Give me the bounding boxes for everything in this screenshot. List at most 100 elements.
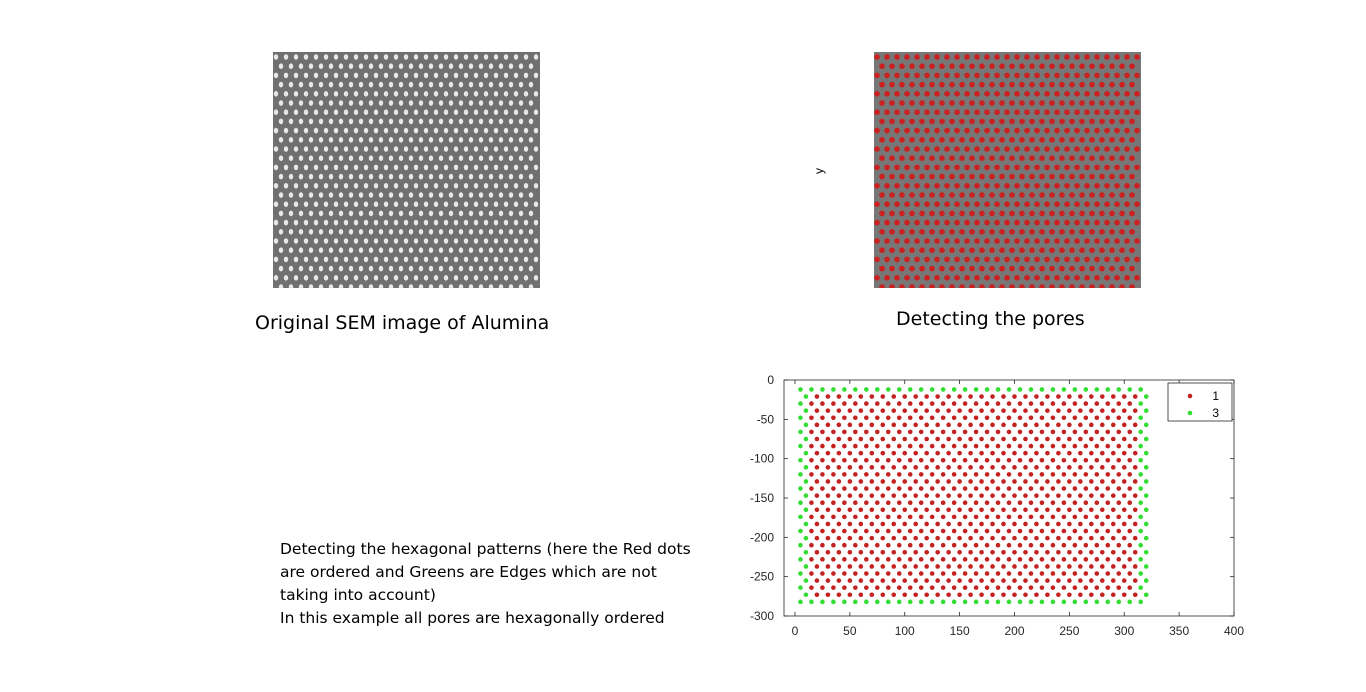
detected-pore — [979, 81, 985, 88]
sem-pore — [403, 275, 409, 281]
detected-pore — [904, 201, 910, 207]
sem-pore — [363, 275, 369, 281]
sem-pore — [278, 173, 284, 180]
sem-pore — [388, 63, 394, 69]
sem-pore — [433, 91, 439, 97]
sem-pore — [313, 201, 319, 207]
detected-pore — [1074, 275, 1080, 281]
sem-pore — [363, 256, 369, 263]
detected-pore — [949, 63, 955, 69]
ordered-pore-point — [864, 514, 869, 520]
edge-pore-point — [951, 387, 957, 392]
ordered-pore-point — [951, 457, 957, 463]
detected-pore — [1099, 192, 1105, 198]
sem-pore — [273, 256, 279, 263]
ordered-pore-point — [825, 408, 831, 413]
ordered-pore-point — [1001, 422, 1006, 428]
legend-box — [1167, 382, 1233, 422]
sem-pore — [428, 155, 434, 161]
sem-pore — [333, 146, 339, 152]
ordered-pore-point — [1110, 564, 1116, 569]
sem-pore — [473, 275, 479, 281]
ordered-pore-point — [1006, 486, 1012, 491]
detected-pore — [949, 284, 955, 288]
sem-pore — [483, 201, 489, 207]
sem-pore — [393, 109, 399, 115]
sem-pore — [323, 256, 329, 263]
detected-pore — [1029, 192, 1035, 198]
detected-pore — [964, 238, 970, 244]
sem-pore — [418, 229, 424, 235]
detected-pore — [1099, 63, 1105, 69]
ordered-pore-point — [1132, 592, 1138, 598]
detected-pore — [884, 72, 890, 79]
ordered-pore-point — [842, 514, 847, 520]
sem-pore — [368, 173, 374, 180]
ordered-pore-point — [1094, 500, 1100, 506]
detected-pore — [939, 155, 945, 161]
sem-pore — [513, 256, 519, 263]
detected-pore — [1054, 54, 1060, 60]
sem-pore — [338, 155, 344, 161]
detected-pore — [994, 72, 1000, 79]
detected-pore — [1069, 192, 1075, 198]
detected-pore — [874, 275, 880, 281]
ordered-pore-point — [891, 465, 897, 470]
pores-detection-image — [874, 52, 1141, 288]
ordered-pore-point — [847, 422, 853, 428]
ordered-pore-point — [1050, 486, 1056, 491]
detected-pore — [964, 219, 970, 226]
ordered-pore-point — [1083, 443, 1089, 449]
detected-pore — [1049, 81, 1055, 88]
ordered-pore-point — [1078, 479, 1083, 484]
detected-pore — [1084, 72, 1090, 79]
detected-pore — [914, 54, 920, 60]
sem-pore — [448, 284, 454, 288]
ordered-pore-point — [880, 592, 886, 598]
sem-pore — [488, 155, 494, 161]
ordered-pore-point — [847, 493, 853, 498]
ordered-pore-point — [880, 549, 886, 555]
ordered-pore-point — [1094, 472, 1100, 477]
ordered-pore-point — [885, 500, 891, 506]
detected-pore — [894, 238, 900, 244]
sem-pore — [308, 265, 314, 272]
ordered-pore-point — [940, 542, 946, 548]
sem-pore — [278, 192, 284, 198]
sem-pore — [283, 256, 289, 263]
sem-pore — [398, 192, 404, 198]
ordered-pore-point — [1083, 500, 1089, 506]
sem-pore — [293, 146, 299, 152]
sem-pore — [318, 247, 324, 253]
detected-pore — [1024, 109, 1030, 115]
detected-pore — [1034, 91, 1040, 97]
ordered-pore-point — [1127, 429, 1133, 435]
detected-pore — [959, 100, 965, 106]
ordered-pore-point — [1078, 578, 1083, 583]
detected-pore — [949, 265, 955, 272]
ordered-pore-point — [1017, 472, 1023, 477]
detected-pore — [1039, 265, 1045, 272]
detected-pore — [1084, 256, 1090, 263]
detected-pore — [1099, 137, 1105, 143]
detected-pore — [879, 247, 885, 253]
sem-pore — [343, 127, 349, 134]
ordered-pore-point — [869, 592, 875, 598]
detected-pore — [954, 54, 960, 60]
ordered-pore-point — [935, 535, 940, 541]
ordered-pore-point — [924, 450, 929, 456]
detected-pore — [889, 81, 895, 88]
ordered-pore-point — [1078, 549, 1083, 555]
edge-pore-point — [1138, 401, 1144, 406]
sem-pore — [418, 210, 424, 217]
sem-pore — [508, 210, 514, 217]
ordered-pore-point — [864, 585, 869, 590]
sem-pore — [463, 219, 469, 226]
ordered-pore-point — [1127, 486, 1133, 491]
sem-pore — [448, 247, 454, 253]
ordered-pore-point — [918, 429, 924, 435]
ordered-pore-point — [842, 571, 847, 576]
detected-pore — [1019, 100, 1025, 106]
edge-pore-point — [896, 599, 902, 605]
ordered-pore-point — [1056, 493, 1061, 498]
